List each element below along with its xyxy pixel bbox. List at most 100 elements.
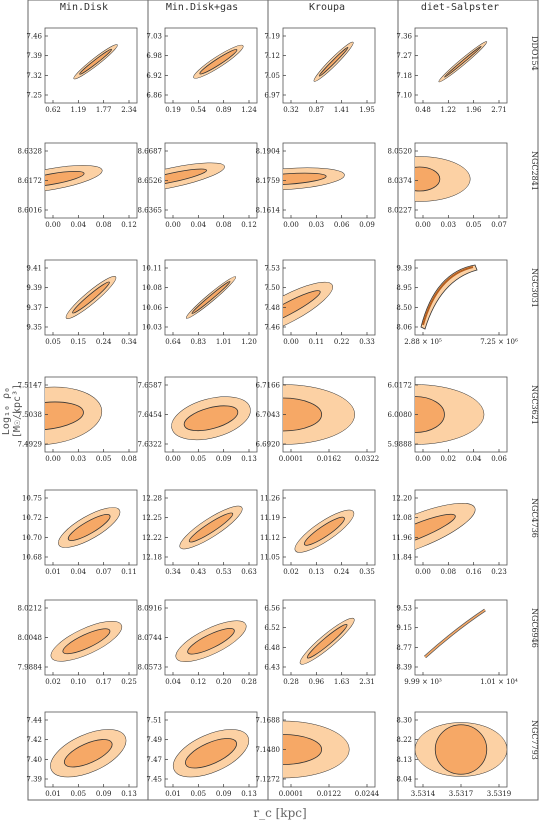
x-tick-label: 3.5319: [487, 790, 512, 798]
y-tick-label: 8.0048: [18, 634, 43, 642]
contour-group: [415, 503, 476, 560]
x-tick-label: 0.22: [334, 338, 350, 346]
x-tick-label: 0.00: [45, 221, 61, 229]
x-tick-label: 0.08: [121, 455, 137, 463]
contour-68: [283, 172, 327, 186]
y-tick-label: 9.39: [396, 265, 412, 273]
x-tick-label: 0.08: [441, 568, 457, 576]
contour-group: [193, 44, 244, 79]
x-tick-label: 0.11: [121, 568, 137, 576]
x-tick-label: 0.0001: [279, 455, 304, 463]
y-tick-label: 8.6365: [138, 207, 163, 215]
y-tick-label: 10.75: [22, 495, 42, 503]
panel: 12.28 12.25 12.22 12.180.34 0.43 0.53 0.63: [142, 489, 258, 576]
contour-68: [283, 397, 323, 432]
y-tick-label: 7.18: [396, 72, 412, 80]
x-tick-label: 1.95: [359, 106, 375, 114]
column-header-min-disk: Min.Disk: [59, 2, 109, 13]
x-tick-label: 0.03: [441, 221, 457, 229]
y-tick-label: 7.10: [396, 92, 412, 100]
x-tick-label: 0.43: [191, 568, 207, 576]
y-tick-label: 9.35: [26, 324, 42, 332]
x-tick-label: 3.5317: [449, 790, 474, 798]
y-tick-label: 7.42: [26, 736, 42, 744]
y-tick-label: 6.6920: [256, 441, 281, 449]
x-tick-label: 1.96: [466, 106, 482, 114]
x-axis-label: r_c [kpc]: [253, 806, 307, 820]
y-tick-label: 12.18: [142, 554, 162, 562]
x-tick-label: 0.01: [165, 790, 181, 798]
x-tick-label: 1.77: [96, 106, 112, 114]
x-tick-label: 0.01: [45, 568, 61, 576]
contour-95: [415, 156, 471, 202]
y-tick-label: 7.48: [264, 304, 280, 312]
y-tick-label: 6.92: [146, 72, 162, 80]
panel-frame: [164, 711, 258, 788]
x-tick-label: 0.04: [191, 221, 207, 229]
panel-frame: [414, 599, 508, 676]
y-tick-label: 8.1614: [256, 207, 281, 215]
x-tick-label: 0.25: [121, 678, 137, 686]
x-tick-label: 0.0001: [279, 790, 304, 798]
y-tick-label: 7.51: [146, 717, 162, 725]
panel: 7.44 7.42 7.40 7.390.01 0.05 0.09 0.13: [26, 711, 138, 798]
y-tick-label: 8.95: [396, 284, 412, 292]
contour-68: [415, 396, 445, 433]
y-tick-label: 7.39: [26, 776, 42, 784]
contour-68: [283, 734, 323, 765]
y-tick-label: 11.26: [260, 495, 281, 503]
panel-frame: [414, 27, 508, 104]
x-tick-label: 0.02: [283, 568, 299, 576]
panel: 7.46 7.39 7.32 7.250.62 1.19 1.77 2.34: [26, 27, 138, 114]
contour-group: [415, 722, 507, 777]
y-tick-label: 7.03: [146, 33, 162, 41]
contour-group: [283, 384, 355, 445]
x-tick-label: 1.01: [216, 338, 232, 346]
y-tick-label: 9.53: [396, 605, 412, 613]
contour-group: [299, 617, 355, 665]
y-tick-label: 7.36: [396, 33, 412, 41]
x-tick-label: 0.09: [216, 790, 232, 798]
y-tick-label: 10.06: [142, 304, 163, 312]
contour-68: [79, 48, 112, 75]
panel: 7.19 7.12 7.05 6.970.32 0.87 1.41 1.95: [264, 27, 376, 114]
x-tick-label: 0.00: [283, 221, 299, 229]
contour-group: [58, 507, 121, 548]
contour-group: [283, 167, 345, 191]
x-tick-label: 0.83: [191, 338, 207, 346]
x-tick-label: 0.16: [466, 568, 482, 576]
y-tick-label: 7.4929: [18, 441, 43, 449]
y-tick-label: 7.5038: [18, 411, 43, 419]
x-tick-label: 1.41: [334, 106, 350, 114]
contour-group: [415, 384, 485, 445]
y-tick-label: 7.1272: [256, 776, 281, 784]
panel-frame: [44, 27, 138, 104]
y-tick-label: 8.0212: [18, 605, 43, 613]
y-tick-label: 10.70: [22, 534, 42, 542]
y-tick-label: 8.0374: [388, 177, 413, 185]
contour-68: [188, 512, 234, 543]
y-tick-label: 11.12: [260, 534, 280, 542]
x-tick-label: 0.48: [415, 106, 431, 114]
contour-group: [50, 620, 123, 662]
y-tick-label: 8.30: [396, 717, 412, 725]
y-tick-label: 11.96: [392, 534, 413, 542]
x-tick-label: 0.63: [241, 568, 257, 576]
x-tick-label: 0.00: [415, 455, 431, 463]
y-tick-label: 7.45: [146, 776, 162, 784]
x-tick-label: 2.31: [359, 678, 375, 686]
x-tick-label: 0.0122: [317, 790, 342, 798]
x-tick-label: 1.24: [241, 106, 257, 114]
panel: 6.56 6.52 6.48 6.430.28 0.96 1.63 2.31: [264, 599, 376, 686]
y-tick-label: 8.0227: [388, 207, 413, 215]
x-tick-label: 0.10: [71, 678, 87, 686]
y-tick-label: 9.37: [26, 304, 42, 312]
y-tick-label: 8.39: [396, 664, 412, 672]
contour-group: [73, 44, 118, 80]
y-tick-label: 7.40: [26, 756, 42, 764]
y-tick-label: 6.97: [264, 92, 280, 100]
x-tick-label: 0.28: [241, 678, 257, 686]
